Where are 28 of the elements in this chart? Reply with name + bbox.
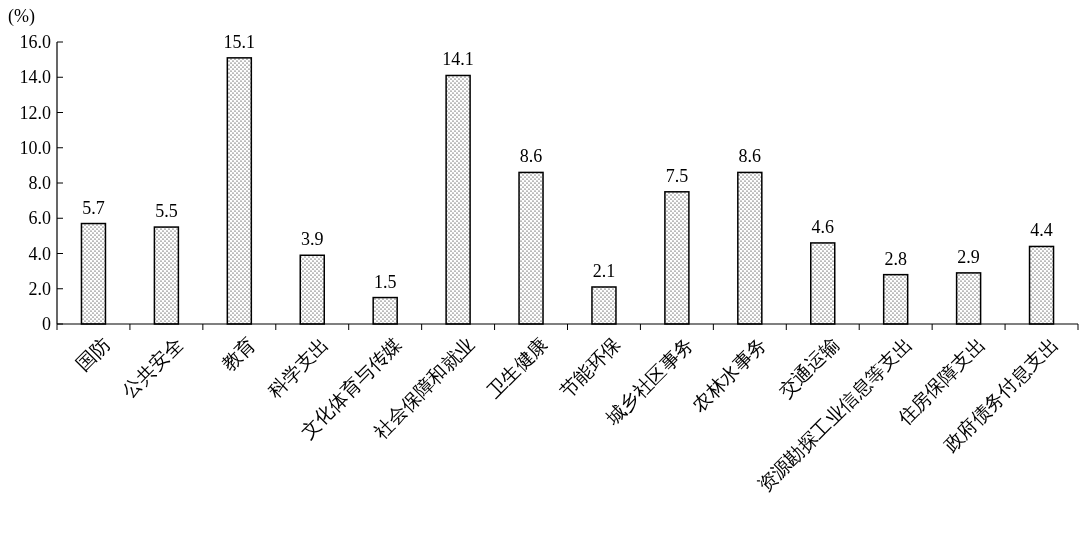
data-label: 3.9 (301, 229, 324, 250)
y-tick-label: 6.0 (28, 208, 51, 229)
data-label: 5.5 (155, 201, 178, 222)
y-tick-label: 16.0 (19, 32, 51, 52)
data-label: 7.5 (665, 165, 689, 186)
x-tick-label: 公共安全 (118, 333, 187, 403)
x-tick-label: 国防 (72, 333, 114, 376)
data-label: 1.5 (373, 271, 397, 292)
x-tick-label: 教育 (218, 333, 260, 376)
data-label: 14.1 (442, 49, 474, 70)
data-label: 8.6 (738, 146, 762, 167)
data-label: 2.9 (957, 246, 980, 267)
data-label: 8.6 (519, 146, 543, 167)
x-tick-label: 卫生健康 (482, 333, 552, 403)
y-tick-label: 8.0 (28, 173, 51, 193)
y-tick-label: 12.0 (19, 102, 51, 123)
y-tick-label: 4.0 (28, 243, 51, 264)
data-label: 2.1 (592, 260, 616, 281)
data-label: 4.6 (811, 216, 834, 237)
data-label: 15.1 (223, 31, 256, 52)
data-label: 2.8 (884, 248, 907, 269)
y-tick-label: 14.0 (19, 67, 51, 88)
y-axis-title: (%) (8, 6, 35, 27)
data-label: 5.7 (82, 197, 105, 218)
y-tick-label: 10.0 (19, 137, 51, 158)
y-tick-label: 0 (42, 314, 51, 334)
y-tick-label: 2.0 (28, 278, 51, 299)
data-label: 4.4 (1030, 220, 1053, 241)
